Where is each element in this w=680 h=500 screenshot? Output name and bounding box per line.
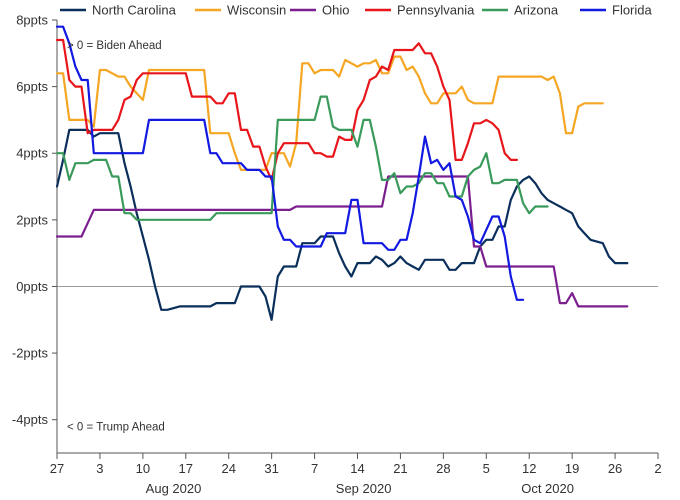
x-tick-label: 7 (311, 461, 318, 476)
x-tick-label: 31 (264, 461, 278, 476)
x-month-label: Sep 2020 (336, 481, 392, 496)
x-tick-label: 5 (483, 461, 490, 476)
legend-item-arizona: Arizona (482, 3, 559, 18)
x-tick-label: 12 (522, 461, 536, 476)
annotation-text: > 0 = Biden Ahead (67, 40, 162, 52)
y-tick-label: 4ppts (16, 146, 48, 161)
series-line-pennsylvania (55, 38, 518, 181)
y-tick-label: 2ppts (16, 212, 48, 227)
series-line-wisconsin (55, 55, 604, 171)
legend-item-pennsylvania: Pennsylvania (365, 3, 475, 18)
legend-label: Pennsylvania (397, 3, 475, 18)
legend-label: Florida (612, 3, 653, 18)
x-month-label: Oct 2020 (521, 481, 574, 496)
y-tick-label: 8ppts (16, 13, 48, 28)
y-axis: 8ppts 6ppts 4ppts 2ppts 0ppts -2ppts -4ppts (12, 13, 58, 453)
legend-label: Wisconsin (227, 3, 286, 18)
x-tick-label: 26 (608, 461, 622, 476)
x-tick-label: 10 (136, 461, 150, 476)
series-lines (55, 25, 629, 321)
x-tick-label: 21 (393, 461, 407, 476)
x-month-label: Aug 2020 (146, 481, 202, 496)
x-tick-label: 27 (50, 461, 64, 476)
legend: North Carolina Wisconsin Ohio Pennsylvania A… (60, 3, 653, 18)
x-tick-label: 17 (179, 461, 193, 476)
series-line-arizona (55, 95, 549, 221)
x-axis: 27 3 10 17 24 31 7 14 21 28 5 12 19 26 2 Aug 2020 Sep 20… (50, 452, 662, 496)
annotation-text: < 0 = Trump Ahead (67, 421, 165, 433)
legend-item-florida: Florida (580, 3, 653, 18)
legend-item-ohio: Ohio (290, 3, 349, 18)
legend-label: North Carolina (92, 3, 177, 18)
series-line-north-carolina (55, 128, 629, 321)
legend-item-north-carolina: North Carolina (60, 3, 177, 18)
x-tick-label: 19 (565, 461, 579, 476)
legend-label: Arizona (514, 3, 559, 18)
y-tick-label: 6ppts (16, 79, 48, 94)
y-tick-label: -2ppts (12, 346, 49, 361)
legend-item-wisconsin: Wisconsin (195, 3, 286, 18)
legend-label: Ohio (322, 3, 349, 18)
annotations: > 0 = Biden Ahead < 0 = Trump Ahead (67, 40, 165, 433)
x-tick-label: 28 (436, 461, 450, 476)
series-line-florida (55, 25, 525, 301)
x-tick-label: 3 (96, 461, 103, 476)
x-tick-label: 2 (654, 461, 661, 476)
x-tick-label: 14 (350, 461, 364, 476)
y-tick-label: -4ppts (12, 412, 49, 427)
x-tick-label: 24 (221, 461, 235, 476)
y-tick-label: 0ppts (16, 279, 48, 294)
